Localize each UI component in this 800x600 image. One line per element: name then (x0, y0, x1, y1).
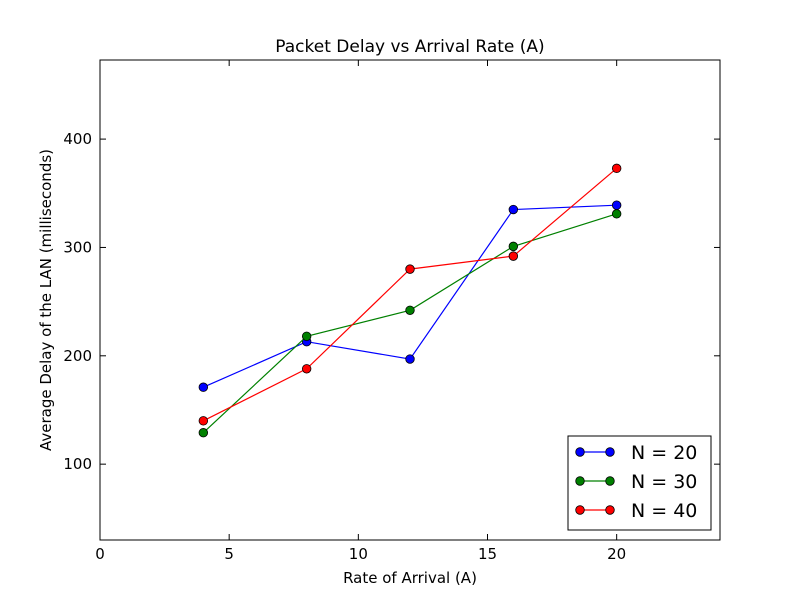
series-1 (198, 209, 622, 438)
plot-frame (99, 59, 721, 541)
y-tick-label: 200 (63, 347, 92, 365)
data-point (508, 241, 519, 252)
legend-marker (605, 447, 615, 457)
x-tick-label: 10 (349, 545, 368, 563)
series-layer (198, 163, 622, 438)
legend-marker (605, 505, 615, 515)
legend-item: N = 20 (575, 442, 697, 464)
data-point (301, 364, 312, 374)
x-tick-label: 0 (95, 545, 105, 563)
x-tick-label: 15 (478, 545, 497, 563)
legend-label: N = 40 (631, 500, 697, 522)
legend-item: N = 30 (575, 471, 697, 493)
series-2 (198, 163, 622, 426)
legend-marker (575, 447, 585, 457)
axis-ticks: 0 5 10 15 20 100 200 300 400 (63, 60, 720, 563)
y-tick-label: 300 (63, 238, 92, 256)
x-tick-label: 5 (224, 545, 234, 563)
data-point (198, 428, 209, 438)
legend-item: N = 40 (575, 500, 697, 522)
data-point (198, 382, 209, 392)
x-tick-label: 20 (607, 545, 626, 563)
data-point (198, 416, 209, 426)
legend-label: N = 20 (631, 442, 697, 464)
data-point (405, 354, 415, 364)
y-tick-label: 400 (63, 130, 92, 148)
x-axis-label: Rate of Arrival (A) (343, 569, 477, 587)
y-tick-label: 100 (63, 455, 92, 473)
data-point (508, 204, 519, 215)
legend-marker (575, 505, 585, 515)
legend-label: N = 30 (631, 471, 697, 493)
y-axis-label: Average Delay of the LAN (milliseconds) (37, 149, 55, 451)
legend-marker (605, 476, 615, 486)
data-point (611, 163, 622, 174)
data-point (301, 331, 312, 341)
data-point (611, 209, 622, 219)
data-point (405, 305, 415, 315)
legend: N = 20 N = 30 N = 40 (567, 435, 712, 531)
legend-marker (575, 476, 585, 486)
data-point (508, 251, 519, 261)
chart-title: Packet Delay vs Arrival Rate (A) (275, 37, 544, 57)
data-point (611, 200, 622, 210)
data-point (405, 264, 415, 274)
